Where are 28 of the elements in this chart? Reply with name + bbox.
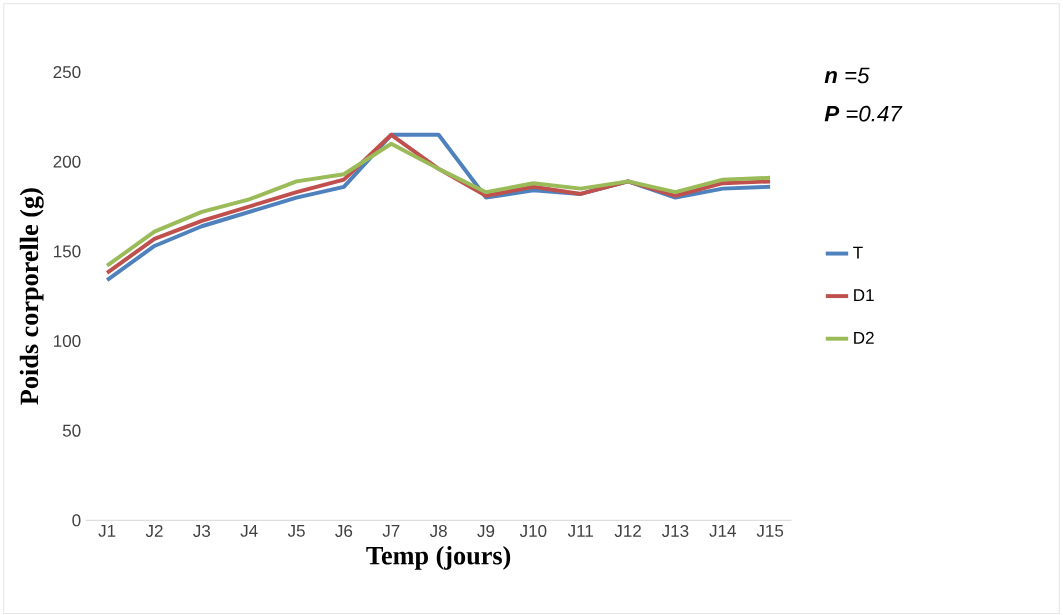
x-tick-label: J15 <box>756 524 784 537</box>
x-tick-label: J8 <box>429 524 447 537</box>
legend-label: D2 <box>854 331 874 344</box>
y-axis-title: Poids corporelle (g) <box>19 188 44 405</box>
x-tick-label: J1 <box>98 524 116 537</box>
x-tick-label: J6 <box>335 524 353 537</box>
x-tick-label: J3 <box>193 524 211 537</box>
x-tick-label: J10 <box>519 524 547 537</box>
x-tick-label: J5 <box>287 524 305 537</box>
x-tick-label: J11 <box>567 524 593 537</box>
x-tick-label: J12 <box>614 524 641 537</box>
y-tick-label: 250 <box>53 65 81 78</box>
y-tick-label: 0 <box>72 514 81 527</box>
y-tick-label: 200 <box>53 155 81 168</box>
y-tick-label: 50 <box>62 424 81 437</box>
x-tick-label: J2 <box>145 524 163 537</box>
text: n =5 <box>824 67 870 84</box>
x-tick-label: J4 <box>240 524 258 537</box>
x-tick-label: J7 <box>382 524 400 537</box>
y-tick-label: 100 <box>54 334 81 347</box>
x-tick-label: J14 <box>709 524 736 537</box>
x-axis-title: Temp (jours) <box>366 545 511 570</box>
text: P =0.47 <box>824 105 903 122</box>
x-tick-label: J9 <box>477 524 495 537</box>
y-tick-label: 150 <box>54 245 81 258</box>
legend-label: D1 <box>854 289 874 301</box>
x-tick-label: J13 <box>661 524 689 537</box>
legend-label: T <box>853 246 863 259</box>
